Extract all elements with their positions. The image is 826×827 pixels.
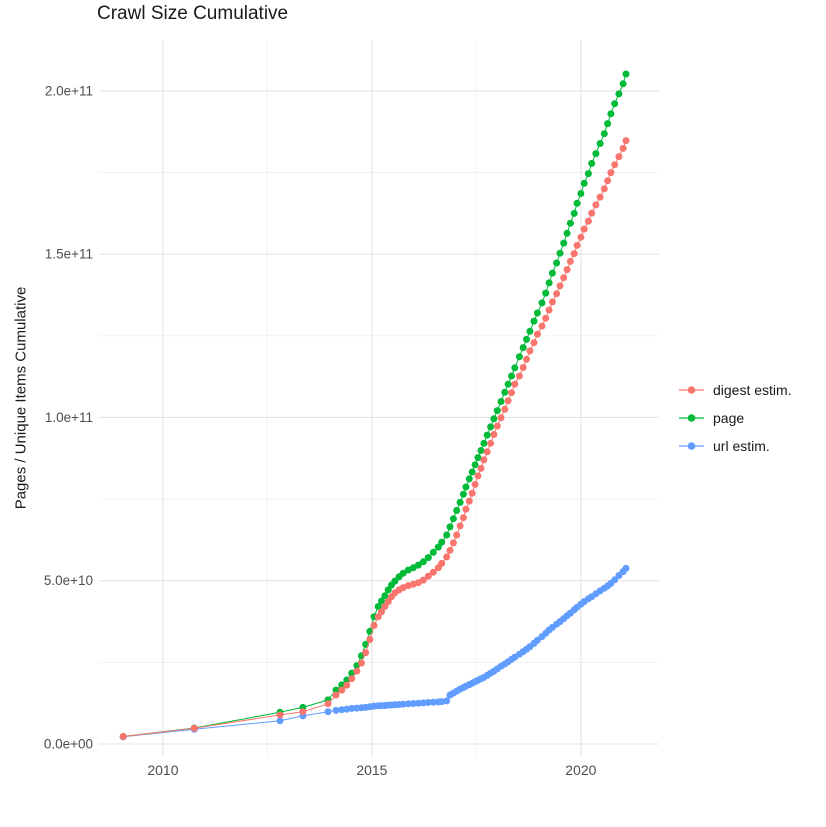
y-tick-label: 1.5e+11 xyxy=(45,247,93,262)
y-tick-label: 1.0e+11 xyxy=(45,410,93,425)
legend-item-page: page xyxy=(678,408,792,427)
gridlines-minor xyxy=(99,40,659,757)
gridlines-major xyxy=(99,40,659,757)
y-tick-label: 0.0e+00 xyxy=(44,737,93,752)
legend-label-url-estim: url estim. xyxy=(713,437,770,454)
x-axis-tick-labels: 2010 2015 2020 xyxy=(147,762,596,778)
series-digest-estim xyxy=(119,137,630,740)
series-line-digest-estim xyxy=(123,140,627,737)
legend-item-url-estim: url estim. xyxy=(678,436,792,455)
series-line-url-estim xyxy=(123,567,627,738)
legend-label-page: page xyxy=(713,409,745,426)
series-line-page xyxy=(123,73,627,737)
x-tick-label: 2010 xyxy=(147,762,178,778)
x-tick-label: 2015 xyxy=(356,762,387,778)
legend-key-page xyxy=(679,413,704,422)
legend-key-url-estim xyxy=(679,441,704,450)
chart-title: Crawl Size Cumulative xyxy=(97,3,289,24)
y-axis-tick-labels: 0.0e+00 5.0e+10 1.0e+11 1.5e+11 2.0e+11 xyxy=(44,83,93,751)
legend: digest estim. page url estim. xyxy=(678,380,792,455)
legend-item-digest-estim: digest estim. xyxy=(678,380,792,399)
series-url-estim xyxy=(119,564,630,741)
y-tick-label: 5.0e+10 xyxy=(44,573,93,588)
y-tick-label: 2.0e+11 xyxy=(45,83,93,98)
legend-key-digest-estim xyxy=(679,385,704,394)
x-tick-label: 2020 xyxy=(565,762,596,778)
legend-label-digest-estim: digest estim. xyxy=(713,381,792,398)
series-page xyxy=(119,70,630,740)
